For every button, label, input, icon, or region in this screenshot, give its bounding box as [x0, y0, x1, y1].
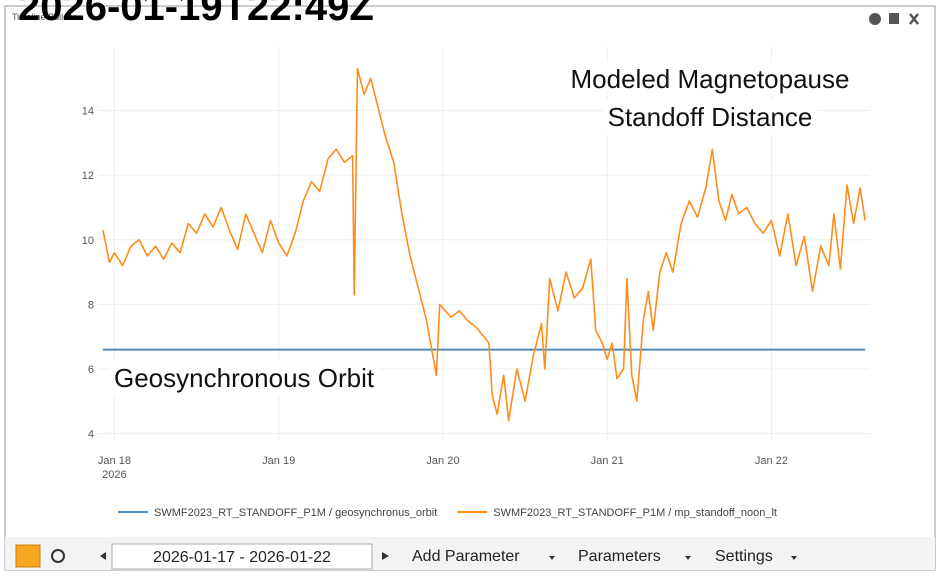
annotation: Geosynchronous Orbit: [114, 363, 375, 393]
x-tick-label: Jan 19: [262, 455, 295, 467]
annotation: Standoff Distance: [608, 102, 813, 132]
panel-icons: [869, 13, 919, 25]
panel-title: Timeline Builder: [12, 12, 76, 22]
add-parameter[interactable]: Add Parameter: [412, 548, 520, 565]
y-tick-label: 14: [82, 106, 94, 118]
dropdown-caret: [549, 556, 555, 560]
settings-menu[interactable]: Settings: [715, 548, 773, 565]
help-icon[interactable]: [869, 13, 881, 25]
legend-label: SWMF2023_RT_STANDOFF_P1M / mp_standoff_n…: [493, 507, 777, 519]
y-tick-label: 8: [88, 299, 94, 311]
y-tick-label: 4: [88, 429, 94, 441]
dropdown-caret: [791, 556, 797, 560]
x-tick-label: Jan 18: [98, 455, 131, 467]
download-icon[interactable]: [889, 13, 899, 24]
overlay-title: 2026-01-19T22:49Z: [18, 0, 374, 29]
parameters-menu[interactable]: Parameters: [578, 548, 661, 565]
series-line: [102, 67, 866, 422]
chart: 4 6 8 10 12 14 Jan 18 2026 Jan 19 Jan 20 Jan 21 Jan…: [82, 46, 870, 519]
annotation-background: [566, 62, 854, 96]
x-tick-label: Jan 21: [591, 455, 624, 467]
date-range-box[interactable]: [111, 543, 373, 570]
x-year-label: 2026: [102, 469, 126, 481]
y-tick-label: 6: [88, 364, 94, 376]
prev-button[interactable]: [100, 552, 106, 560]
legend-label: SWMF2023_RT_STANDOFF_P1M / geosynchronus…: [154, 507, 437, 519]
dropdown-caret: [685, 556, 691, 560]
annotation-background: [603, 100, 817, 134]
calendar-button[interactable]: [15, 544, 41, 568]
refresh-button[interactable]: [51, 549, 65, 563]
annotation: Modeled Magnetopause: [571, 64, 850, 94]
close-icon[interactable]: [909, 13, 919, 25]
annotation-background: [110, 361, 379, 395]
next-button[interactable]: [382, 552, 389, 560]
x-tick-label: Jan 20: [426, 455, 459, 467]
y-tick-label: 12: [82, 170, 94, 182]
x-tick-label: Jan 22: [755, 455, 788, 467]
date-range: 2026-01-17 - 2026-01-22: [153, 549, 331, 566]
y-tick-label: 10: [82, 235, 94, 247]
